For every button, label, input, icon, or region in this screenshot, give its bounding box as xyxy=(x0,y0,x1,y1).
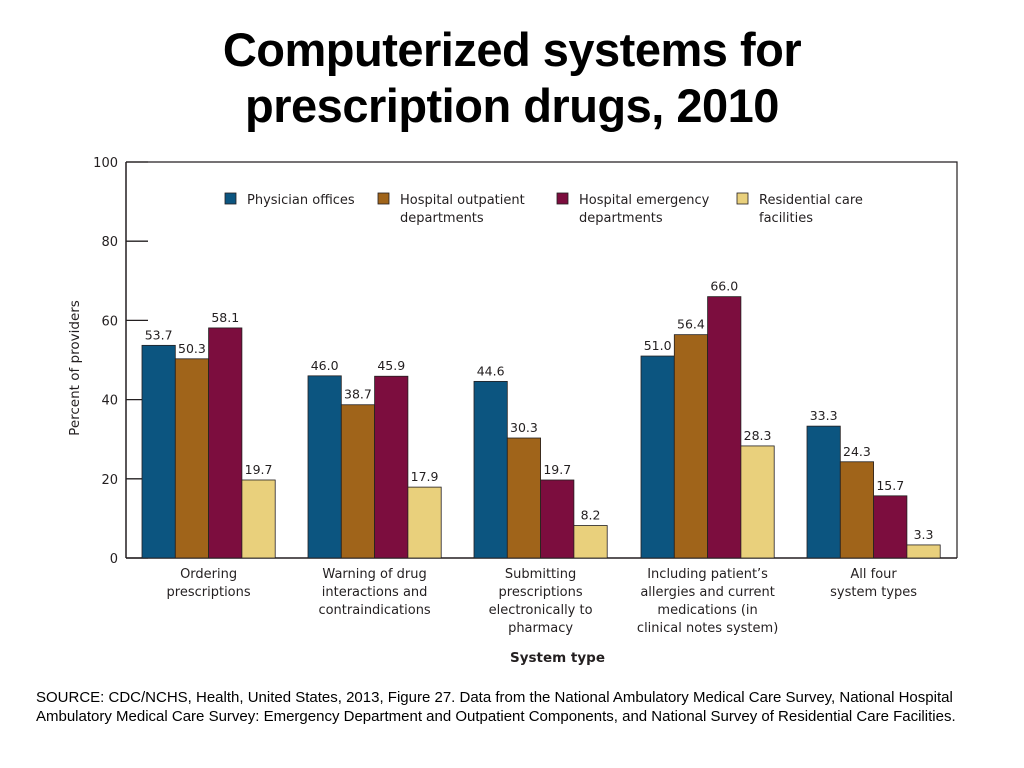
y-tick-label: 40 xyxy=(101,394,118,409)
slide-title-line-2: prescription drugs, 2010 xyxy=(245,79,779,132)
bar xyxy=(340,404,375,559)
x-category-label: Warning of drug xyxy=(322,567,426,582)
bar xyxy=(241,479,276,559)
legend-label: Hospital emergency xyxy=(579,193,710,208)
bar xyxy=(473,380,508,559)
legend-label: Residential care xyxy=(759,193,863,208)
bar xyxy=(307,375,342,559)
bar-value-label: 66.0 xyxy=(710,279,738,294)
source-note: SOURCE: CDC/NCHS, Health, United States,… xyxy=(36,689,956,725)
x-category-label: allergies and current xyxy=(640,585,775,600)
bar xyxy=(374,375,409,559)
y-axis-title: Percent of providers xyxy=(67,300,83,436)
bar-value-label: 19.7 xyxy=(543,462,571,477)
bar-value-label: 24.3 xyxy=(843,444,871,459)
x-category-label: electronically to xyxy=(489,603,593,618)
y-tick-label: 20 xyxy=(101,473,118,488)
x-category-label: Submitting xyxy=(505,567,576,582)
bar xyxy=(906,544,941,559)
y-tick-label: 0 xyxy=(110,552,118,567)
bar-value-label: 58.1 xyxy=(211,310,239,325)
bar xyxy=(640,355,675,559)
bar-value-label: 38.7 xyxy=(344,387,372,402)
bar xyxy=(806,425,841,559)
x-axis-title: System type xyxy=(510,650,605,666)
x-category-label: contraindications xyxy=(318,603,430,618)
bar xyxy=(506,437,541,559)
bar xyxy=(740,445,775,559)
x-category-label: medications (in xyxy=(657,603,757,618)
y-tick-label: 60 xyxy=(101,314,118,329)
bar-value-label: 53.7 xyxy=(145,327,173,342)
legend-swatch xyxy=(224,192,237,205)
legend-swatch xyxy=(736,192,749,205)
bar-value-label: 45.9 xyxy=(377,358,405,373)
legend-label: Hospital outpatient xyxy=(400,193,525,208)
legend-label: departments xyxy=(579,211,663,226)
bar-value-label: 56.4 xyxy=(677,317,705,332)
x-category-label: prescriptions xyxy=(499,585,583,600)
bar-value-label: 51.0 xyxy=(644,338,672,353)
legend-swatch xyxy=(556,192,569,205)
bar xyxy=(407,486,442,559)
bar xyxy=(540,479,575,559)
bar-value-label: 19.7 xyxy=(245,462,273,477)
bar xyxy=(208,327,243,559)
bar-chart: 0 20 40 60 80 100 Percent of providers 53.7 46.0… xyxy=(67,156,958,666)
bar-value-label: 30.3 xyxy=(510,420,538,435)
bar-value-label: 3.3 xyxy=(914,527,934,542)
bar-value-label: 44.6 xyxy=(477,363,505,378)
legend-label: facilities xyxy=(759,211,813,226)
bar-value-label: 50.3 xyxy=(178,341,206,356)
y-tick-label: 100 xyxy=(93,156,118,171)
bar-value-label: 15.7 xyxy=(876,478,904,493)
legend-label: Physician offices xyxy=(247,193,355,208)
x-category-label: All four xyxy=(850,567,897,582)
bar-value-label: 28.3 xyxy=(744,428,772,443)
plot-frame xyxy=(126,161,958,558)
legend-swatch xyxy=(377,192,390,205)
bar-value-label: 46.0 xyxy=(311,358,339,373)
bar-value-label: 17.9 xyxy=(411,469,439,484)
bar xyxy=(174,358,210,559)
x-category-label: Ordering xyxy=(180,567,237,582)
y-tick-label: 80 xyxy=(101,235,118,250)
bar xyxy=(707,296,742,559)
x-category-label: pharmacy xyxy=(508,621,573,636)
legend-label: departments xyxy=(400,211,484,226)
x-category-label: Including patient’s xyxy=(647,567,768,582)
x-category-label: interactions and xyxy=(322,585,428,600)
bar xyxy=(573,525,608,559)
x-category-label: clinical notes system) xyxy=(637,621,778,636)
bar xyxy=(141,344,176,559)
slide-title: Computerized systems for prescription dr… xyxy=(0,22,1024,134)
bar xyxy=(839,461,874,559)
bar-value-label: 33.3 xyxy=(810,408,838,423)
slide-title-line-1: Computerized systems for xyxy=(222,23,802,76)
x-category-label: prescriptions xyxy=(167,585,251,600)
bar xyxy=(873,495,908,559)
x-category-label: system types xyxy=(830,585,917,600)
bar xyxy=(673,334,708,559)
bar-value-label: 8.2 xyxy=(581,508,601,523)
